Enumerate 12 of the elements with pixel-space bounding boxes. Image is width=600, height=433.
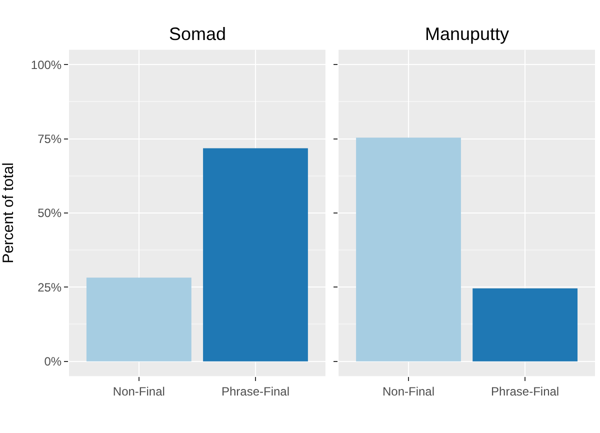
x-tick-label: Non-Final — [112, 384, 165, 399]
y-tick-label: 100% — [30, 58, 62, 72]
y-tick-label: 25% — [38, 280, 62, 294]
y-axis-title: Percent of total — [0, 162, 17, 264]
y-tick-label: 50% — [38, 206, 62, 220]
y-tick-label: 75% — [38, 132, 62, 146]
x-tick-label: Non-Final — [382, 384, 435, 399]
y-tick-label: 0% — [44, 354, 62, 369]
x-tick-label: Phrase-Final — [491, 384, 560, 399]
x-tick-label: Phrase-Final — [221, 384, 290, 399]
chart-title: Manuputty — [425, 24, 510, 44]
chart-title: Somad — [169, 24, 226, 44]
